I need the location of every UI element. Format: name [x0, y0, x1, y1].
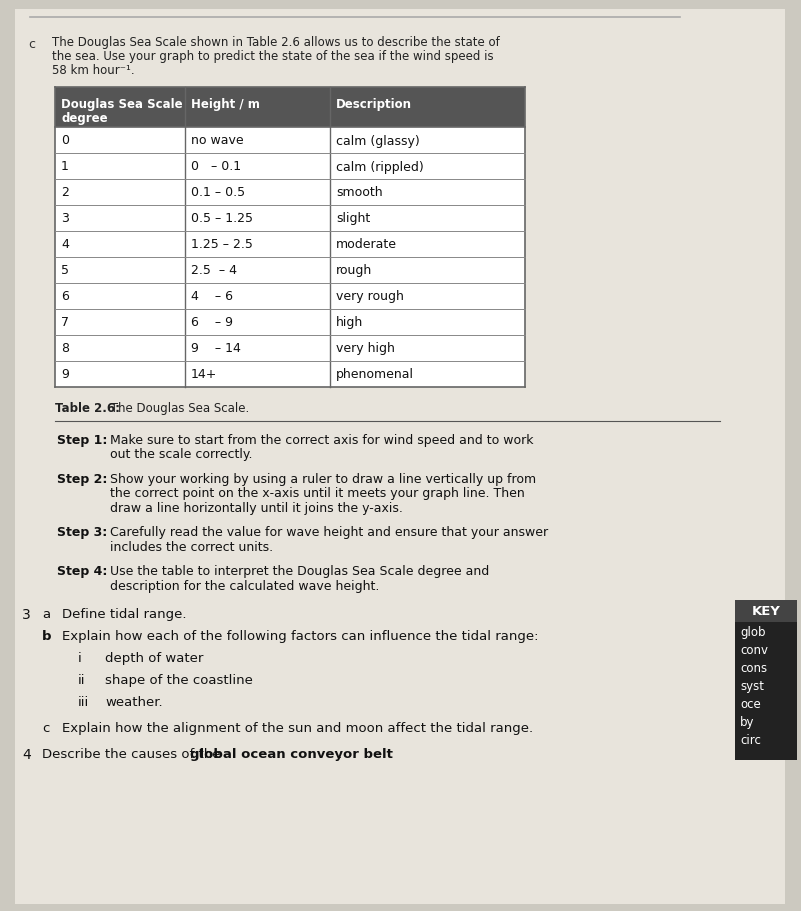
Bar	[55, 231, 525, 258]
Text: 3: 3	[61, 212, 69, 225]
Text: 5: 5	[61, 264, 69, 277]
Text: draw a line horizontally until it joins the y-axis.: draw a line horizontally until it joins …	[110, 501, 403, 515]
Text: the correct point on the x-axis until it meets your graph line. Then: the correct point on the x-axis until it…	[110, 487, 525, 500]
Text: Step 2:: Step 2:	[57, 473, 107, 486]
Bar	[55, 179, 525, 206]
Text: 0.1 – 0.5: 0.1 – 0.5	[191, 186, 245, 200]
Text: smooth: smooth	[336, 186, 383, 200]
Text: 4    – 6: 4 – 6	[191, 291, 233, 303]
Text: 2.5  – 4: 2.5 – 4	[191, 264, 237, 277]
Bar	[735, 599, 797, 622]
Text: includes the correct units.: includes the correct units.	[110, 540, 273, 553]
Text: Carefully read the value for wave height and ensure that your answer: Carefully read the value for wave height…	[110, 526, 548, 539]
Text: depth of water: depth of water	[105, 651, 203, 665]
Text: by: by	[740, 716, 755, 729]
Text: calm (glassy): calm (glassy)	[336, 134, 420, 148]
Bar	[55, 283, 525, 310]
Text: 0   – 0.1: 0 – 0.1	[191, 160, 241, 173]
Text: Describe the causes of the: Describe the causes of the	[42, 748, 225, 761]
Text: 58 km hour⁻¹.: 58 km hour⁻¹.	[52, 64, 135, 77]
Text: The Douglas Sea Scale shown in Table 2.6 allows us to describe the state of: The Douglas Sea Scale shown in Table 2.6…	[52, 36, 500, 49]
Text: no wave: no wave	[191, 134, 244, 148]
Text: moderate: moderate	[336, 239, 397, 251]
Text: shape of the coastline: shape of the coastline	[105, 674, 253, 687]
Text: Description: Description	[336, 97, 412, 111]
Bar	[55, 154, 525, 179]
Bar	[735, 599, 797, 760]
Bar	[55, 335, 525, 362]
Text: 1.25 – 2.5: 1.25 – 2.5	[191, 239, 253, 251]
Text: Use the table to interpret the Douglas Sea Scale degree and: Use the table to interpret the Douglas S…	[110, 565, 489, 578]
Text: 14+: 14+	[191, 368, 217, 381]
Text: very high: very high	[336, 343, 395, 355]
Text: Height / m: Height / m	[191, 97, 260, 111]
Text: Step 4:: Step 4:	[57, 565, 107, 578]
Text: Douglas Sea Scale: Douglas Sea Scale	[61, 97, 183, 111]
Text: Make sure to start from the correct axis for wind speed and to work: Make sure to start from the correct axis…	[110, 434, 533, 446]
Text: 8: 8	[61, 343, 69, 355]
Text: 6: 6	[61, 291, 69, 303]
Text: Step 1:: Step 1:	[57, 434, 107, 446]
Text: 3: 3	[22, 608, 30, 622]
Text: syst: syst	[740, 680, 764, 692]
Text: 9    – 14: 9 – 14	[191, 343, 241, 355]
Text: very rough: very rough	[336, 291, 404, 303]
Text: a: a	[42, 608, 50, 620]
Text: description for the calculated wave height.: description for the calculated wave heig…	[110, 579, 380, 592]
Text: ii: ii	[78, 674, 86, 687]
Text: .: .	[338, 748, 342, 761]
Text: cons: cons	[740, 661, 767, 675]
Bar	[55, 362, 525, 387]
Bar	[55, 87, 525, 128]
Text: global ocean conveyor belt: global ocean conveyor belt	[190, 748, 392, 761]
Text: rough: rough	[336, 264, 372, 277]
Text: 9: 9	[61, 368, 69, 381]
Text: 2: 2	[61, 186, 69, 200]
Text: Explain how each of the following factors can influence the tidal range:: Explain how each of the following factor…	[62, 630, 538, 643]
Text: KEY: KEY	[751, 604, 780, 618]
Text: Explain how the alignment of the sun and moon affect the tidal range.: Explain how the alignment of the sun and…	[62, 722, 533, 734]
Text: slight: slight	[336, 212, 370, 225]
Text: The Douglas Sea Scale.: The Douglas Sea Scale.	[107, 402, 249, 415]
Text: c: c	[28, 38, 35, 51]
Bar	[55, 258, 525, 283]
Bar	[55, 206, 525, 231]
Text: 7: 7	[61, 316, 69, 329]
Text: Table 2.6:: Table 2.6:	[55, 402, 120, 415]
Text: oce: oce	[740, 698, 761, 711]
Text: c: c	[42, 722, 50, 734]
Text: the sea. Use your graph to predict the state of the sea if the wind speed is: the sea. Use your graph to predict the s…	[52, 50, 493, 63]
Text: Step 3:: Step 3:	[57, 526, 107, 539]
Text: phenomenal: phenomenal	[336, 368, 414, 381]
Text: circ: circ	[740, 733, 761, 747]
Text: high: high	[336, 316, 363, 329]
Text: out the scale correctly.: out the scale correctly.	[110, 448, 252, 461]
Text: calm (rippled): calm (rippled)	[336, 160, 424, 173]
Text: 0: 0	[61, 134, 69, 148]
Bar	[55, 128, 525, 154]
Text: i: i	[78, 651, 82, 665]
Text: 4: 4	[61, 239, 69, 251]
Text: conv: conv	[740, 644, 768, 657]
Text: 1: 1	[61, 160, 69, 173]
Text: iii: iii	[78, 696, 89, 709]
Text: 0.5 – 1.25: 0.5 – 1.25	[191, 212, 253, 225]
Text: Define tidal range.: Define tidal range.	[62, 608, 187, 620]
Text: degree: degree	[61, 112, 107, 125]
Text: glob: glob	[740, 626, 766, 639]
Text: Show your working by using a ruler to draw a line vertically up from: Show your working by using a ruler to dr…	[110, 473, 536, 486]
Text: weather.: weather.	[105, 696, 163, 709]
Text: 6    – 9: 6 – 9	[191, 316, 233, 329]
Text: 4: 4	[22, 748, 30, 762]
Bar	[55, 310, 525, 335]
Text: b: b	[42, 630, 51, 643]
